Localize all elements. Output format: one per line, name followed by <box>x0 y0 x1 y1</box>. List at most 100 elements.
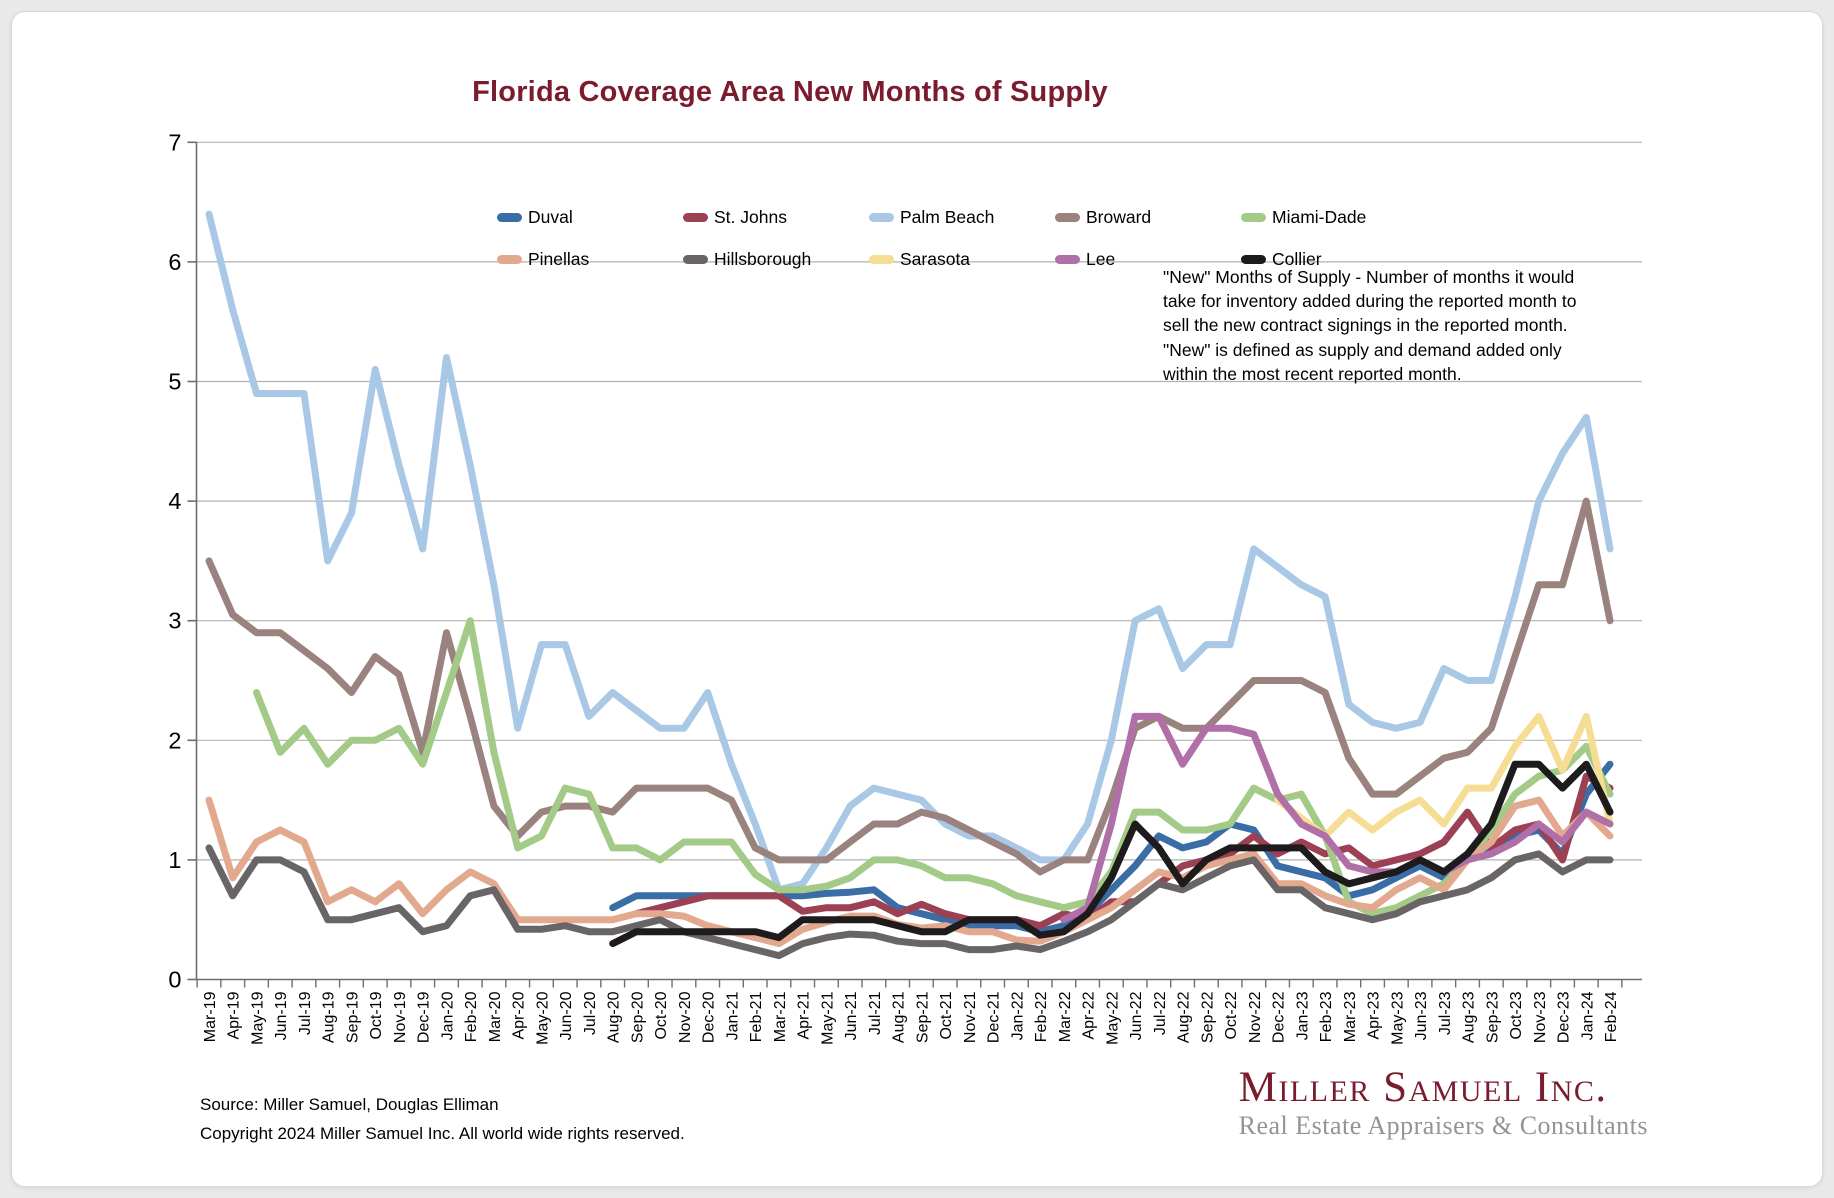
x-tick-label: Aug-21 <box>891 991 908 1043</box>
y-tick-label: 1 <box>168 847 181 873</box>
legend-swatch-icon <box>1241 212 1266 222</box>
series-line-palm-beach <box>205 210 1614 894</box>
x-tick-label: Jan-21 <box>724 991 741 1040</box>
x-tick-label: Sep-20 <box>629 991 646 1043</box>
legend-swatch-icon <box>1055 254 1080 264</box>
legend-label: Pinellas <box>528 248 590 269</box>
x-tick-label: Jan-22 <box>1009 991 1026 1040</box>
x-tick-label: Nov-23 <box>1532 991 1549 1043</box>
legend-label: Collier <box>1272 248 1322 269</box>
series-line-lee <box>1060 712 1614 924</box>
legend-swatch-icon <box>683 212 708 222</box>
x-tick-label: Nov-20 <box>677 991 694 1043</box>
x-tick-label: Oct-20 <box>653 991 670 1039</box>
x-tick-label: May-23 <box>1389 991 1406 1044</box>
y-tick-label: 5 <box>168 369 181 395</box>
legend-item-sarasota: Sarasota <box>869 246 1055 272</box>
legend-swatch-icon <box>497 212 522 222</box>
x-tick-label: Feb-23 <box>1318 991 1335 1042</box>
x-tick-label: Oct-19 <box>368 991 385 1039</box>
legend-item-hillsborough: Hillsborough <box>683 246 869 272</box>
annotation-line: "New" Months of Supply - Number of month… <box>1163 267 1575 287</box>
x-tick-label: Nov-19 <box>392 991 409 1043</box>
x-tick-label: Jul-19 <box>297 991 314 1035</box>
legend-item-miami-dade: Miami-Dade <box>1241 204 1427 230</box>
x-tick-label: Apr-20 <box>511 991 528 1039</box>
x-tick-label: May-20 <box>534 991 551 1044</box>
annotation-text-box: "New" Months of Supply - Number of month… <box>1163 265 1655 386</box>
x-tick-label: Jun-19 <box>273 991 290 1040</box>
y-tick-label: 4 <box>168 488 181 514</box>
x-tick-label: May-22 <box>1104 991 1121 1044</box>
x-tick-label: Dec-21 <box>986 991 1003 1043</box>
x-tick-label: Feb-24 <box>1603 991 1620 1042</box>
legend-item-collier: Collier <box>1241 246 1427 272</box>
series-line-broward <box>205 497 1614 876</box>
x-tick-label: Jun-20 <box>558 991 575 1040</box>
legend-label: Palm Beach <box>900 206 995 227</box>
x-tick-label: Oct-23 <box>1508 991 1525 1039</box>
legend-label: Miami-Dade <box>1272 206 1367 227</box>
copyright-note: Copyright 2024 Miller Samuel Inc. All wo… <box>200 1124 685 1143</box>
x-tick-label: Aug-22 <box>1176 991 1193 1043</box>
legend-label: Broward <box>1086 206 1152 227</box>
legend-swatch-icon <box>869 212 894 222</box>
x-tick-label: Sep-21 <box>914 991 931 1043</box>
x-tick-label: Apr-19 <box>226 991 243 1039</box>
x-tick-label: Nov-21 <box>962 991 979 1043</box>
chart-title: Florida Coverage Area New Months of Supp… <box>472 76 1108 108</box>
legend-swatch-icon <box>1055 212 1080 222</box>
y-tick-label: 7 <box>168 129 181 155</box>
x-tick-label: Sep-22 <box>1199 991 1216 1043</box>
legend-swatch-icon <box>497 254 522 264</box>
y-tick-label: 2 <box>168 727 181 753</box>
x-tick-label: Apr-23 <box>1366 991 1383 1039</box>
logo-tagline: Real Estate Appraisers & Consultants <box>1238 1111 1648 1140</box>
legend-item-lee: Lee <box>1055 246 1241 272</box>
annotation-line: "New" is defined as supply and demand ad… <box>1163 339 1562 360</box>
legend-item-duval: Duval <box>497 204 683 230</box>
x-tick-label: Jan-20 <box>439 991 456 1040</box>
annotation-line: within the most recent reported month. <box>1163 363 1462 384</box>
company-logo: Miller Samuel Inc. Real Estate Appraiser… <box>1239 1066 1648 1142</box>
x-tick-label: Apr-21 <box>796 991 813 1039</box>
x-tick-label: Mar-20 <box>487 991 504 1042</box>
annotation-line: sell the new contract signings in the re… <box>1163 315 1568 336</box>
legend-item-st-johns: St. Johns <box>683 204 869 230</box>
x-tick-label: May-19 <box>249 991 266 1044</box>
x-tick-label: Mar-22 <box>1057 991 1074 1042</box>
x-tick-label: Jan-24 <box>1579 991 1596 1040</box>
x-tick-label: Aug-23 <box>1461 991 1478 1043</box>
x-tick-label: Sep-23 <box>1484 991 1501 1043</box>
chart-legend: Duval St. Johns Palm Beach Broward Miami-Dad… <box>497 204 1427 272</box>
legend-label: St. Johns <box>714 206 787 227</box>
source-note: Source: Miller Samuel, Douglas Elliman <box>200 1095 499 1114</box>
x-tick-label: Nov-22 <box>1247 991 1264 1043</box>
legend-label: Sarasota <box>900 248 971 269</box>
x-tick-label: Jun-21 <box>843 991 860 1040</box>
x-tick-label: Aug-19 <box>321 991 338 1043</box>
x-tick-label: Aug-20 <box>606 991 623 1043</box>
x-tick-label: Jul-22 <box>1152 991 1169 1035</box>
series-line-miami-dade <box>253 617 1614 918</box>
legend-swatch-icon <box>683 254 708 264</box>
x-tick-label: Dec-23 <box>1556 991 1573 1043</box>
legend-label: Lee <box>1086 248 1116 269</box>
series-line-sarasota <box>1274 712 1614 840</box>
x-tick-label: Jul-20 <box>582 991 599 1035</box>
logo-name: Miller Samuel Inc. <box>1238 1064 1608 1111</box>
y-tick-label: 3 <box>168 608 181 634</box>
legend-item-palm-beach: Palm Beach <box>869 204 1055 230</box>
x-tick-label: Mar-23 <box>1342 991 1359 1042</box>
legend-item-broward: Broward <box>1055 204 1241 230</box>
x-tick-label: Feb-22 <box>1033 991 1050 1042</box>
x-tick-label: Sep-19 <box>344 991 361 1043</box>
x-tick-label: May-21 <box>819 991 836 1044</box>
x-tick-label: Dec-19 <box>416 991 433 1043</box>
series-line-collier <box>609 760 1614 948</box>
x-tick-label: Dec-20 <box>701 991 718 1043</box>
legend-label: Hillsborough <box>714 248 812 269</box>
x-tick-label: Mar-19 <box>202 991 219 1042</box>
x-tick-label: Feb-21 <box>748 991 765 1042</box>
legend-swatch-icon <box>1241 254 1266 264</box>
